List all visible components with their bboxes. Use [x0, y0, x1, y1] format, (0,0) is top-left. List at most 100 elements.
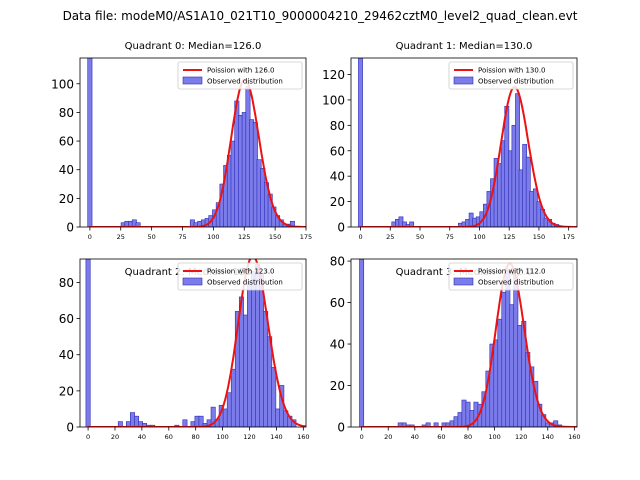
axes-frame — [350, 258, 578, 428]
legend: Poission with 123.0 Observed distribution — [177, 262, 303, 291]
x-tick-label: 60 — [165, 433, 173, 441]
legend-bar-swatch — [182, 76, 203, 85]
y-tick-label: 40 — [59, 163, 74, 177]
histogram-bar — [271, 367, 277, 427]
y-tick-label: 0 — [337, 221, 345, 235]
x-tick-label: 50 — [416, 233, 424, 241]
histogram-bar — [87, 58, 93, 227]
y-tick-label: 20 — [330, 195, 345, 209]
x-tick-label: 25 — [117, 233, 125, 241]
y-tick-label: 20 — [59, 192, 74, 206]
quadrant-3-chart: Quadrant 3: Median=112.0 020406080100120… — [330, 255, 581, 441]
x-tick-label: 100 — [207, 233, 219, 241]
histogram-bar — [251, 271, 256, 427]
x-tick-label: 60 — [437, 433, 445, 441]
y-tick-label: 80 — [330, 119, 345, 133]
histogram-bar — [513, 275, 519, 427]
histogram-bar — [117, 421, 123, 427]
x-tick-label: 75 — [446, 233, 454, 241]
x-tick-label: 80 — [464, 433, 472, 441]
plot-area: 0 20 40 60 80 100 120 140 160 0 20 40 60 80 Poission w… — [330, 255, 581, 441]
histogram-bar — [134, 415, 139, 427]
quadrant-2-chart: Quadrant 2: Median=123.0 020406080100120… — [59, 258, 310, 441]
legend-label-observed: Observed distribution — [478, 78, 554, 86]
histogram-bar — [263, 311, 269, 427]
legend-label-poisson: Poission with 130.0 — [478, 67, 546, 75]
x-tick-label: 0 — [86, 433, 90, 441]
plot-area: 0 25 50 75 100 125 150 175 0 20 40 60 80 100 Poission … — [51, 57, 312, 241]
y-tick-label: 0 — [66, 421, 74, 435]
x-tick-label: 160 — [297, 433, 309, 441]
histogram-bar — [409, 424, 415, 427]
y-tick-label: 80 — [330, 255, 345, 269]
legend-label-poisson: Poission with 112.0 — [478, 268, 546, 276]
histogram-bar — [85, 259, 91, 427]
x-tick-label: 0 — [88, 233, 92, 241]
legend-label-poisson: Poission with 126.0 — [207, 67, 275, 75]
x-tick-label: 20 — [111, 433, 119, 441]
y-tick-label: 40 — [330, 170, 345, 184]
y-tick-label: 40 — [330, 338, 345, 352]
x-tick-label: 175 — [562, 233, 574, 241]
suptitle: Data file: modeM0/AS1A10_021T10_90000042… — [63, 9, 578, 23]
histogram-bar — [130, 412, 135, 427]
y-tick-label: 0 — [66, 221, 74, 235]
x-tick-label: 125 — [503, 233, 515, 241]
x-tick-label: 175 — [300, 233, 312, 241]
y-tick-label: 60 — [59, 135, 74, 149]
histogram-bar — [515, 93, 520, 227]
chart-title: Quadrant 1: Median=130.0 — [396, 41, 533, 52]
x-tick-label: 80 — [192, 433, 200, 441]
axes-frame — [79, 57, 307, 228]
histogram-bar — [473, 401, 479, 427]
x-tick-label: 120 — [243, 433, 255, 441]
x-tick-label: 100 — [473, 233, 485, 241]
x-tick-label: 150 — [269, 233, 281, 241]
histogram-bar — [509, 304, 515, 427]
legend-bar-swatch — [453, 277, 474, 286]
histogram-bar — [222, 408, 228, 427]
legend-label-observed: Observed distribution — [207, 78, 283, 86]
plot-area: 0 20 40 60 80 100 120 140 160 0 20 40 60 80 Poission w… — [59, 258, 310, 441]
axes-frame — [79, 258, 307, 428]
legend-bar-swatch — [453, 76, 474, 85]
poisson-curve — [360, 85, 577, 227]
histogram-bar — [198, 415, 204, 427]
histogram-bar — [461, 399, 467, 427]
quadrant-1-chart: Quadrant 1: Median=130.0 0 25 50 75 100 125 15… — [322, 41, 578, 241]
x-tick-label: 140 — [542, 433, 554, 441]
histogram-bar — [358, 58, 363, 227]
histogram-bar — [517, 325, 523, 427]
chart-title: Quadrant 0: Median=126.0 — [125, 41, 262, 52]
histogram-bar — [501, 291, 507, 427]
legend: Poission with 126.0 Observed distribution — [177, 61, 303, 90]
histogram-bar — [493, 339, 499, 427]
data-layer — [87, 58, 306, 227]
histogram-bar — [243, 314, 248, 427]
histogram-bar — [457, 412, 463, 427]
data-layer — [358, 58, 577, 227]
histogram-bar — [182, 419, 188, 427]
legend-box — [448, 262, 574, 291]
histogram-bar — [226, 392, 232, 427]
quadrant-0-chart: Quadrant 0: Median=126.0 0 25 50 75 100 125 15… — [51, 41, 312, 241]
x-tick-label: 100 — [216, 433, 228, 441]
y-tick-label: 20 — [59, 384, 74, 398]
x-tick-label: 160 — [568, 433, 580, 441]
y-tick-label: 0 — [337, 421, 345, 435]
y-tick-label: 100 — [322, 93, 345, 107]
y-tick-label: 100 — [51, 77, 74, 91]
legend-box — [177, 61, 303, 90]
histogram-bar — [465, 401, 471, 427]
plot-area: 0 25 50 75 100 125 150 175 0 20 40 60 80 100 120 Poissi… — [322, 57, 578, 241]
histogram-bar — [275, 408, 281, 427]
x-tick-label: 40 — [138, 433, 146, 441]
histogram-bar — [194, 415, 200, 427]
histogram-bar — [230, 368, 236, 427]
histogram-bar — [505, 271, 511, 427]
poisson-curve — [89, 78, 306, 227]
histogram-bar — [409, 221, 415, 227]
legend-box — [448, 61, 574, 90]
y-tick-label: 120 — [322, 68, 345, 82]
